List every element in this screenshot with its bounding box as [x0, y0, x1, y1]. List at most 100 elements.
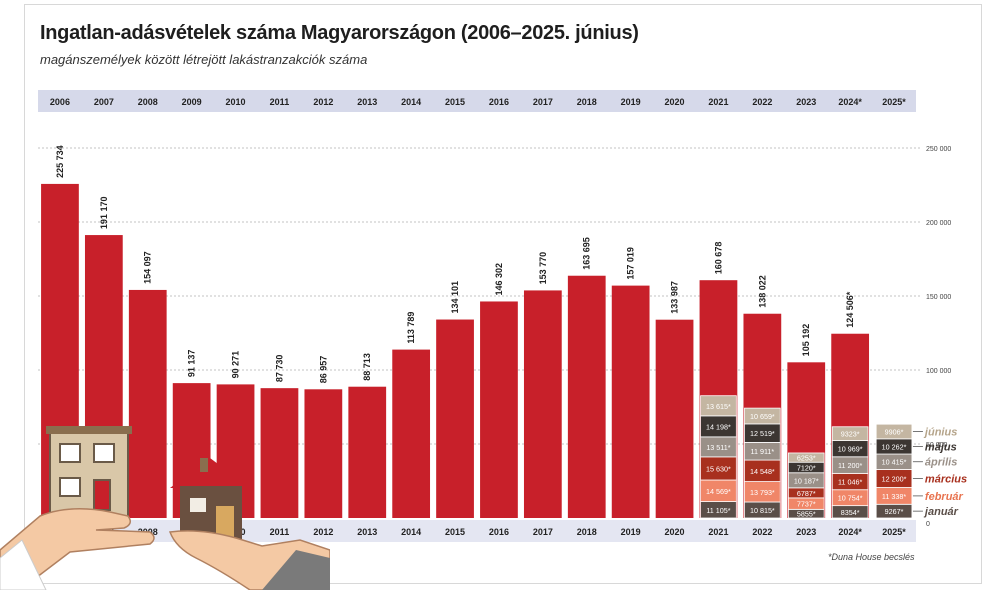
data-label-2020: 133 987 [670, 281, 680, 314]
data-label-2006: 225 734 [55, 145, 65, 178]
monthly-label: 6787* [797, 489, 816, 498]
bar-2018 [567, 275, 606, 518]
y-tick-label: 50 000 [926, 442, 948, 449]
monthly-label: 10 969* [838, 445, 863, 454]
y-tick-label: 150 000 [926, 294, 951, 301]
year-label-top: 2011 [270, 97, 290, 107]
year-label-top: 2025* [882, 97, 906, 107]
legend-month-június: június [923, 427, 957, 439]
year-label-bottom: 2023 [796, 527, 816, 537]
monthly-label: 11 105* [706, 506, 730, 515]
monthly-label: 7120* [797, 463, 816, 472]
monthly-label: 6253* [797, 454, 816, 463]
hands-houses-illustration [0, 426, 330, 590]
y-tick-label: 250 000 [926, 146, 951, 153]
year-label-bottom: 2014 [401, 527, 421, 537]
monthly-segment-június [744, 407, 781, 425]
monthly-label: 12 519* [750, 429, 775, 438]
data-label-2018: 163 695 [582, 237, 592, 270]
legend-month-február: február [925, 491, 964, 503]
bar-2016 [480, 301, 518, 518]
monthly-label: 7737* [797, 500, 816, 509]
year-label-bottom: 2013 [357, 527, 377, 537]
data-label-2014: 113 789 [406, 312, 416, 344]
bar-2017 [523, 290, 562, 518]
year-label-top: 2015 [445, 97, 465, 107]
monthly-label: 13 511* [706, 443, 730, 452]
bar-2008 [128, 289, 167, 518]
year-label-bottom: 2011 [270, 527, 290, 537]
year-label-top: 2006 [50, 97, 70, 107]
year-label-top: 2014 [401, 97, 421, 107]
data-label-2008: 154 097 [143, 251, 153, 284]
monthly-label: 11 200* [838, 461, 862, 470]
year-label-top: 2007 [94, 97, 114, 107]
monthly-label: 9323* [841, 430, 860, 439]
year-label-top: 2008 [138, 97, 158, 107]
monthly-label: 10 815* [750, 506, 775, 515]
monthly-label: 10 754* [838, 494, 863, 503]
bar-2019 [611, 285, 650, 518]
legend-month-március: március [925, 473, 967, 485]
monthly-label: 14 569* [706, 487, 731, 496]
year-label-bottom: 2021 [708, 527, 728, 537]
bar-2020 [655, 319, 694, 518]
monthly-label: 11 338* [882, 492, 906, 501]
year-label-bottom: 2015 [445, 527, 465, 537]
monthly-label: 11 911* [750, 447, 774, 456]
chart-title: Ingatlan-adásvételek száma Magyarországo… [40, 22, 639, 44]
data-label-2021: 160 678 [713, 242, 723, 275]
year-label-top: 2020 [665, 97, 685, 107]
y-tick-label: 0 [926, 521, 930, 528]
monthly-label: 8354* [841, 508, 860, 517]
data-label-2011: 87 730 [274, 355, 284, 383]
monthly-segment-június [831, 426, 869, 441]
year-label-top: 2013 [357, 97, 377, 107]
year-label-top: 2018 [577, 97, 597, 107]
year-label-top: 2021 [708, 97, 728, 107]
monthly-label: 13 615* [706, 402, 731, 411]
monthly-label: 13 793* [750, 488, 775, 497]
monthly-label: 15 630* [706, 464, 731, 473]
year-label-bottom: 2018 [577, 527, 597, 537]
monthly-segment-június [787, 452, 825, 463]
legend-month-január: január [923, 506, 959, 518]
monthly-label: 10 415* [882, 458, 907, 467]
monthly-segment-június [875, 423, 913, 440]
data-label-2015: 134 101 [450, 281, 460, 314]
data-label-2007: 191 170 [99, 197, 109, 230]
legend-month-május: május [925, 441, 957, 453]
data-label-2019: 157 019 [626, 247, 636, 280]
year-label-bottom: 2019 [621, 527, 641, 537]
monthly-segment-június [700, 395, 737, 417]
year-label-top: 2016 [489, 97, 509, 107]
y-tick-label: 200 000 [926, 220, 951, 227]
bar-2014 [392, 349, 431, 518]
data-label-2022: 138 022 [757, 275, 767, 308]
year-label-bottom: 2025* [882, 527, 906, 537]
year-label-top: 2010 [226, 97, 246, 107]
data-label-2010: 90 271 [231, 351, 241, 379]
monthly-label: 12 200* [882, 474, 907, 483]
year-label-top: 2019 [621, 97, 641, 107]
apartment-building-icon [46, 426, 132, 523]
monthly-label: 9267* [885, 507, 904, 516]
monthly-label: 14 198* [706, 422, 731, 431]
year-label-bottom: 2017 [533, 527, 553, 537]
monthly-label: 10 262* [882, 442, 907, 451]
monthly-label: 14 548* [750, 467, 775, 476]
monthly-label: 10 187* [794, 476, 819, 485]
year-label-top: 2009 [182, 97, 202, 107]
year-label-bottom: 2024* [838, 527, 862, 537]
bar-2011 [260, 388, 299, 518]
footnote: *Duna House becslés [828, 552, 915, 562]
year-label-bottom: 2020 [665, 527, 685, 537]
bar-2013 [348, 386, 387, 518]
chart-subtitle: magánszemélyek között létrejött lakástra… [40, 52, 368, 67]
year-label-top: 2024* [838, 97, 862, 107]
year-label-top: 2017 [533, 97, 553, 107]
year-header-band [38, 90, 916, 112]
year-label-bottom: 2012 [313, 527, 333, 537]
left-hand-icon [0, 508, 155, 590]
